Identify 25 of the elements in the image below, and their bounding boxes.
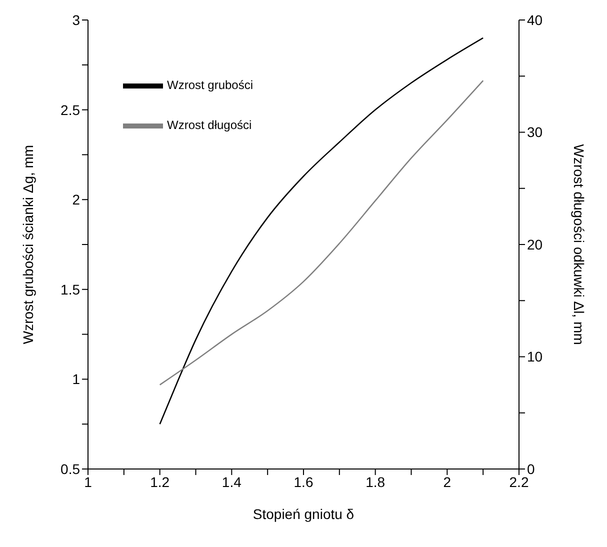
y2-tick-label: 0 [527, 460, 535, 477]
x-tick-label: 2 [443, 474, 452, 490]
y-tick-label: 3 [72, 12, 80, 28]
y-axis-title: Wzrost grubości ścianki Δg, mm [20, 144, 36, 344]
line-series [159, 80, 484, 386]
legend-label: Wzrost długości [167, 118, 252, 132]
x-tick-label: 1.4 [222, 474, 242, 490]
y-tick-label: 2.5 [60, 102, 80, 118]
line-series [159, 37, 484, 425]
y2-axis-title: Wzrost długości odkuwki Δl, mm [571, 144, 588, 345]
y2-tick-label: 10 [527, 348, 543, 365]
x-tick-label: 1 [84, 474, 92, 490]
x-axis-title: Stopień gniotu δ [252, 506, 354, 522]
y2-tick-label: 20 [527, 236, 543, 252]
x-tick-label: 1.8 [366, 474, 386, 490]
y-tick-label: 1.5 [60, 281, 80, 298]
legend-label: Wzrost grubości [167, 78, 254, 92]
x-tick-label: 1.6 [294, 474, 314, 490]
y-tick-label: 2 [72, 192, 80, 208]
y2-tick-label: 40 [527, 12, 543, 28]
y2-tick-label: 30 [527, 124, 543, 140]
y-tick-label: 1 [72, 371, 80, 388]
x-tick-label: 1.2 [150, 474, 170, 490]
x-tick-label: 2.2 [509, 474, 529, 490]
y-tick-label: 0.5 [60, 460, 80, 477]
